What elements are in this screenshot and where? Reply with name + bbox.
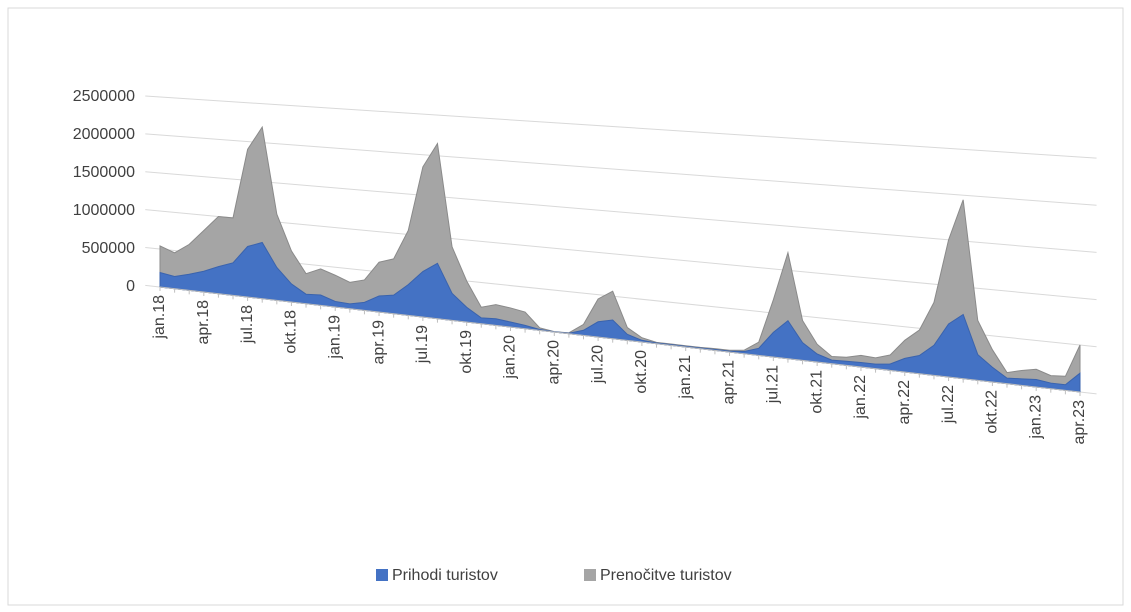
x-tick-label: jul.21 [765, 365, 782, 404]
x-tick-label: apr.22 [896, 380, 913, 425]
y-tick-label: 2000000 [73, 126, 135, 143]
x-tick-label: jul.19 [414, 325, 431, 364]
y-tick-label: 2500000 [73, 88, 135, 105]
x-tick-label: apr.18 [195, 300, 212, 345]
x-tick-label: jan.18 [151, 295, 168, 340]
x-tick-label: jan.23 [1027, 395, 1044, 440]
legend-label: Prihodi turistov [392, 567, 498, 584]
area [159, 241, 1081, 393]
y-tick-label: 1000000 [73, 202, 135, 219]
x-tick-label: jul.20 [589, 345, 606, 384]
x-tick-label: jan.19 [326, 315, 343, 360]
x-tick-label: apr.19 [370, 320, 387, 365]
x-tick-label: jan.20 [502, 335, 519, 380]
x-tick-label: apr.23 [1071, 400, 1088, 445]
x-tick-label: jul.18 [239, 305, 256, 344]
legend-label: Prenočitve turistov [600, 567, 732, 584]
x-tick-label: jul.22 [940, 385, 957, 424]
y-tick-label: 0 [126, 278, 135, 295]
x-tick-label: okt.21 [808, 370, 825, 414]
grid-line [145, 133, 1097, 206]
x-tick-label: apr.21 [721, 360, 738, 405]
legend-swatch [376, 569, 388, 581]
x-tick-label: okt.19 [458, 330, 475, 374]
x-tick-label: jan.22 [852, 375, 869, 420]
x-tick-label: okt.18 [283, 310, 300, 354]
grid-line [145, 95, 1097, 159]
x-tick-label: okt.20 [633, 350, 650, 394]
x-axis [159, 286, 1081, 393]
x-tick-label: okt.22 [984, 390, 1001, 434]
x-tick-label: jan.21 [677, 355, 694, 400]
legend-swatch [584, 569, 596, 581]
y-tick-label: 1500000 [73, 164, 135, 181]
y-tick-label: 500000 [82, 240, 135, 257]
x-tick-label: apr.20 [546, 340, 563, 385]
grid-line [145, 171, 1097, 253]
